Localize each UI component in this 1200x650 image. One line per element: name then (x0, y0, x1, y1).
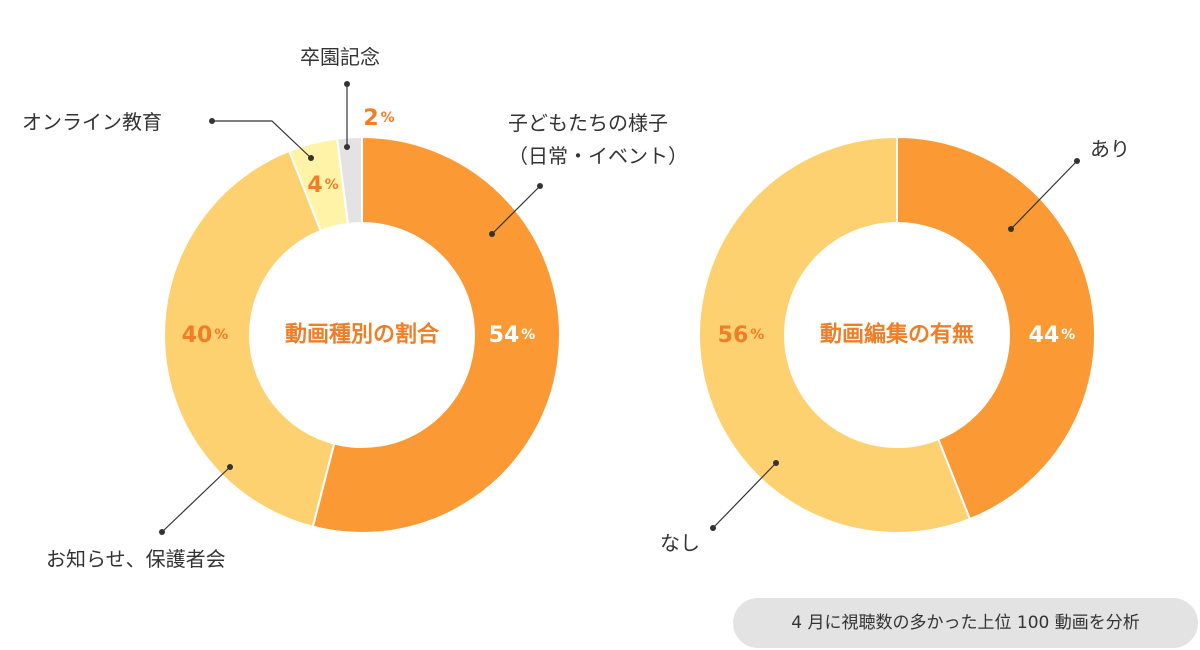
footnote-badge: 4 月に視聴数の多かった上位 100 動画を分析 (733, 598, 1198, 648)
pie-slice (698, 135, 972, 534)
leader-dot (344, 144, 350, 150)
leader-dot (227, 464, 233, 470)
leader-dot (1074, 158, 1080, 164)
pct-label: 44% (1029, 323, 1076, 348)
leader-line (491, 185, 541, 235)
leader-dot (159, 529, 165, 535)
pct-label: 40% (182, 323, 229, 348)
leader-dot (489, 231, 495, 237)
leader-line (712, 462, 777, 529)
chart-title: 動画編集の有無 (820, 322, 974, 348)
category-label: オンライン教育 (22, 110, 162, 134)
pct-label: 54% (489, 323, 536, 348)
leader-dot (537, 183, 543, 189)
leader-dot (209, 118, 215, 124)
donut-chart-video-types: 54 % 40 % 4 % 2% 子どもたちの様子（日常・イベント） お知らせ、保護者会 オンライ… (22, 45, 688, 571)
leader-dot (710, 525, 716, 531)
category-label: お知らせ、保護者会 (46, 547, 226, 571)
chart-title: 動画種別の割合 (285, 322, 440, 348)
pct-label: 4% (307, 173, 338, 198)
leader-line (1010, 160, 1078, 230)
pie-slice (311, 135, 561, 534)
leader-dot (308, 155, 314, 161)
pie-slice (336, 135, 363, 226)
pct-label: 2% (363, 106, 394, 131)
pct-label: 56% (718, 323, 765, 348)
pie-slice (163, 149, 336, 528)
leader-line (212, 120, 312, 159)
category-label: 子どもたちの様子（日常・イベント） (508, 111, 688, 168)
leader-dot (344, 81, 350, 87)
category-label: なし (660, 531, 700, 555)
leader-dot (773, 460, 779, 466)
category-label: 卒園記念 (300, 45, 380, 69)
leader-dot (1008, 226, 1014, 232)
category-label: あり (1090, 137, 1130, 161)
leader-line (161, 466, 231, 533)
